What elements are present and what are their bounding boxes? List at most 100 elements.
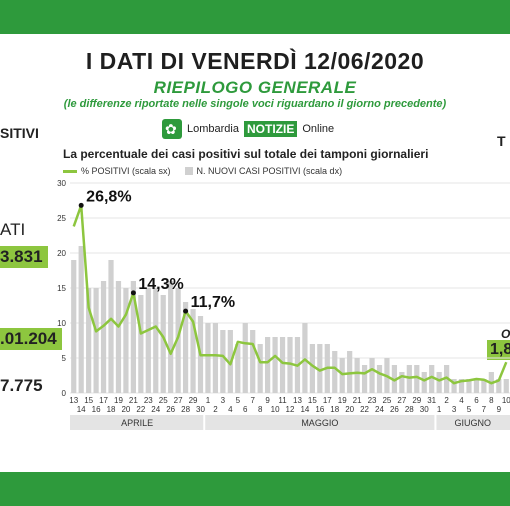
annotation-label: 14,3% (138, 276, 183, 293)
x-tick-label: 1 (206, 396, 211, 405)
x-tick-label: 24 (151, 405, 160, 414)
x-tick-label: 8 (258, 405, 263, 414)
x-tick-label: 24 (375, 405, 384, 414)
x-tick-label: 29 (189, 396, 198, 405)
x-tick-label: 12 (286, 405, 295, 414)
chart-bar (108, 260, 114, 393)
chart-bar (481, 379, 487, 393)
x-tick-label: 19 (114, 396, 123, 405)
x-tick-label: 25 (382, 396, 391, 405)
month-label: APRILE (121, 418, 153, 428)
x-tick-label: 22 (360, 405, 369, 414)
annotation-dot (78, 202, 84, 208)
chart-bar (220, 330, 226, 393)
chart-annotations: 26,8% 14,3% 11,7% (78, 188, 235, 314)
x-tick-label: 10 (502, 396, 510, 405)
x-tick-label: 8 (489, 396, 494, 405)
page-note: (le differenze riportate nelle singole v… (63, 98, 447, 110)
x-tick-label: 18 (330, 405, 339, 414)
chart-bar (361, 365, 368, 393)
chart-bar (257, 344, 263, 393)
chart-bar (317, 344, 323, 393)
x-tick-label: 1 (437, 405, 442, 414)
chart-bar (421, 372, 427, 393)
chart-bar (376, 365, 383, 393)
top-green-bar (0, 0, 510, 34)
chart-bar (414, 365, 420, 393)
chart-bar (458, 379, 465, 393)
x-tick-label: 13 (69, 396, 78, 405)
x-tick-label: 28 (405, 405, 414, 414)
chart-bars (71, 246, 509, 393)
right-panel-label: Oc (501, 327, 510, 341)
x-tick-label: 4 (228, 405, 233, 414)
x-tick-label: 13 (293, 396, 302, 405)
annotation-label: 11,7% (191, 294, 235, 311)
lombardia-logo-icon (162, 119, 182, 139)
x-tick-label: 17 (99, 396, 108, 405)
y-tick-label: 15 (57, 284, 66, 293)
x-tick-label: 3 (221, 396, 226, 405)
chart-bar (309, 344, 315, 393)
chart-bar (190, 309, 196, 393)
chart-bar (175, 288, 181, 393)
y-tick-label: 30 (57, 179, 66, 188)
month-band (70, 415, 510, 430)
chart-series-line (72, 204, 508, 385)
chart-bar (153, 288, 159, 393)
x-tick-label: 26 (390, 405, 399, 414)
chart-bar (406, 365, 412, 393)
chart-bar (279, 337, 286, 393)
x-tick-label: 28 (181, 405, 190, 414)
x-tick-label: 6 (243, 405, 248, 414)
x-tick-label: 26 (166, 405, 175, 414)
left-panel-value-2: .01.204 (0, 328, 62, 350)
annotation-dot (130, 290, 136, 296)
x-tick-label: 10 (271, 405, 280, 414)
chart-bar (182, 302, 189, 393)
chart-bar (287, 337, 293, 393)
x-tick-label: 20 (345, 405, 354, 414)
right-panel-value: 1,8 (487, 340, 510, 360)
x-tick-label: 6 (474, 396, 479, 405)
chart-title: La percentuale dei casi positivi sul tot… (63, 147, 429, 161)
chart-bar (100, 281, 107, 393)
x-tick-label: 29 (412, 396, 421, 405)
x-tick-label: 14 (77, 405, 86, 414)
x-tick-label: 2 (213, 405, 218, 414)
chart-bar (123, 288, 129, 393)
x-tick-label: 21 (129, 396, 138, 405)
annotation-label: 26,8% (86, 188, 131, 205)
x-tick-label: 4 (459, 396, 464, 405)
x-tick-label: 15 (308, 396, 317, 405)
chart-bar (115, 281, 122, 393)
legend-item-positivi: % POSITIVI (scala sx) (81, 166, 171, 176)
x-tick-label: 23 (144, 396, 153, 405)
x-tick-label: 16 (92, 405, 101, 414)
x-tick-label: 16 (315, 405, 324, 414)
month-label: MAGGIO (301, 418, 338, 428)
left-panel-value-3: 7.775 (0, 376, 43, 395)
x-tick-label: 22 (136, 405, 145, 414)
chart-bar (496, 379, 502, 393)
chart-bar (235, 344, 241, 393)
chart-bar (86, 288, 92, 393)
x-tick-label: 15 (84, 396, 93, 405)
chart-bar (272, 337, 278, 393)
x-tick-label: 19 (338, 396, 347, 405)
brand-logo: Lombardia NOTIZIE Online (162, 118, 334, 140)
annotation-dot (183, 308, 189, 314)
chart-bar (399, 372, 405, 393)
x-tick-label: 9 (265, 396, 270, 405)
y-tick-label: 0 (62, 389, 67, 398)
left-panel-value-1: 3.831 (0, 246, 48, 268)
chart-line-layer (72, 204, 508, 385)
legend-line-swatch (63, 169, 77, 173)
y-tick-label: 5 (62, 354, 67, 363)
page-subtitle: RIEPILOGO GENERALE (153, 78, 357, 97)
x-tick-label: 20 (121, 405, 130, 414)
chart-bar (347, 351, 353, 393)
x-tick-label: 27 (174, 396, 183, 405)
legend-bar-swatch (184, 167, 193, 175)
